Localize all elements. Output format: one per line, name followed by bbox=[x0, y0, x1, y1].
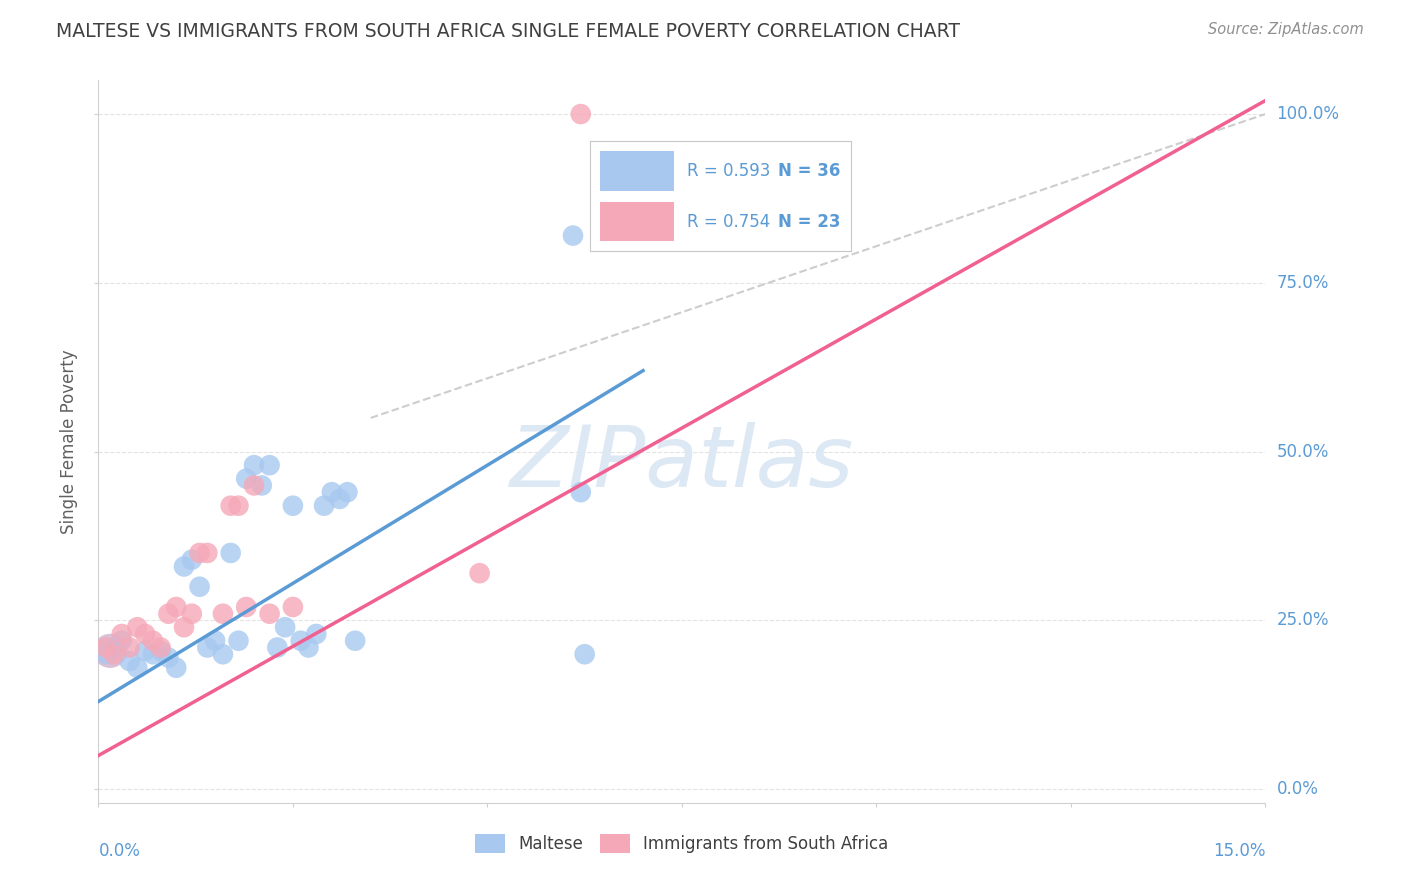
Point bbox=[173, 620, 195, 634]
Point bbox=[195, 640, 218, 655]
Y-axis label: Single Female Poverty: Single Female Poverty bbox=[60, 350, 79, 533]
Point bbox=[281, 499, 304, 513]
Point bbox=[98, 644, 121, 658]
Point bbox=[468, 566, 491, 581]
Text: N = 23: N = 23 bbox=[778, 212, 841, 231]
Point bbox=[259, 607, 281, 621]
Point bbox=[235, 599, 257, 614]
Text: R = 0.754: R = 0.754 bbox=[686, 212, 770, 231]
Point bbox=[574, 647, 596, 661]
Point bbox=[569, 485, 592, 500]
Point bbox=[180, 552, 202, 566]
Text: N = 36: N = 36 bbox=[778, 162, 841, 180]
Point bbox=[297, 640, 319, 655]
Point bbox=[118, 654, 141, 668]
Point bbox=[274, 620, 297, 634]
Text: MALTESE VS IMMIGRANTS FROM SOUTH AFRICA SINGLE FEMALE POVERTY CORRELATION CHART: MALTESE VS IMMIGRANTS FROM SOUTH AFRICA … bbox=[56, 22, 960, 41]
Point bbox=[149, 640, 172, 655]
Point bbox=[219, 546, 242, 560]
Point bbox=[312, 499, 335, 513]
Point bbox=[243, 458, 266, 472]
Point bbox=[134, 644, 156, 658]
Point bbox=[173, 559, 195, 574]
Point bbox=[290, 633, 312, 648]
Point bbox=[142, 633, 165, 648]
Point bbox=[98, 644, 121, 658]
Point bbox=[165, 661, 187, 675]
Point bbox=[569, 107, 592, 121]
Point bbox=[212, 607, 235, 621]
Point bbox=[188, 546, 211, 560]
Point bbox=[204, 633, 226, 648]
Point bbox=[127, 661, 149, 675]
Point bbox=[228, 633, 250, 648]
Point bbox=[228, 499, 250, 513]
Text: R = 0.593: R = 0.593 bbox=[686, 162, 770, 180]
Point bbox=[127, 620, 149, 634]
Text: 0.0%: 0.0% bbox=[1277, 780, 1319, 798]
Text: Source: ZipAtlas.com: Source: ZipAtlas.com bbox=[1208, 22, 1364, 37]
Text: 0.0%: 0.0% bbox=[98, 842, 141, 860]
Point bbox=[96, 640, 118, 655]
Point bbox=[157, 650, 180, 665]
Point bbox=[96, 647, 118, 661]
Point bbox=[111, 627, 134, 641]
Point bbox=[281, 599, 304, 614]
Point bbox=[259, 458, 281, 472]
Point bbox=[336, 485, 359, 500]
Text: 100.0%: 100.0% bbox=[1277, 105, 1340, 123]
Point bbox=[157, 607, 180, 621]
Point bbox=[180, 607, 202, 621]
Point bbox=[329, 491, 352, 506]
Point bbox=[118, 640, 141, 655]
Point bbox=[103, 640, 125, 655]
Point bbox=[111, 633, 134, 648]
Point bbox=[305, 627, 328, 641]
Legend: Maltese, Immigrants from South Africa: Maltese, Immigrants from South Africa bbox=[468, 827, 896, 860]
Point bbox=[235, 472, 257, 486]
Point bbox=[562, 228, 585, 243]
Bar bbox=[600, 152, 673, 191]
Point bbox=[219, 499, 242, 513]
Point bbox=[149, 644, 172, 658]
Text: 75.0%: 75.0% bbox=[1277, 274, 1329, 292]
Point bbox=[165, 599, 187, 614]
Point bbox=[321, 485, 343, 500]
Point bbox=[142, 647, 165, 661]
Point bbox=[212, 647, 235, 661]
Point bbox=[243, 478, 266, 492]
Text: 50.0%: 50.0% bbox=[1277, 442, 1329, 460]
Point bbox=[188, 580, 211, 594]
Point bbox=[134, 627, 156, 641]
Text: 25.0%: 25.0% bbox=[1277, 612, 1329, 630]
Point bbox=[250, 478, 273, 492]
Point bbox=[195, 546, 218, 560]
Point bbox=[266, 640, 288, 655]
Text: ZIPatlas: ZIPatlas bbox=[510, 422, 853, 505]
Text: 15.0%: 15.0% bbox=[1213, 842, 1265, 860]
Point bbox=[344, 633, 367, 648]
Bar bbox=[600, 202, 673, 242]
Point bbox=[103, 647, 125, 661]
